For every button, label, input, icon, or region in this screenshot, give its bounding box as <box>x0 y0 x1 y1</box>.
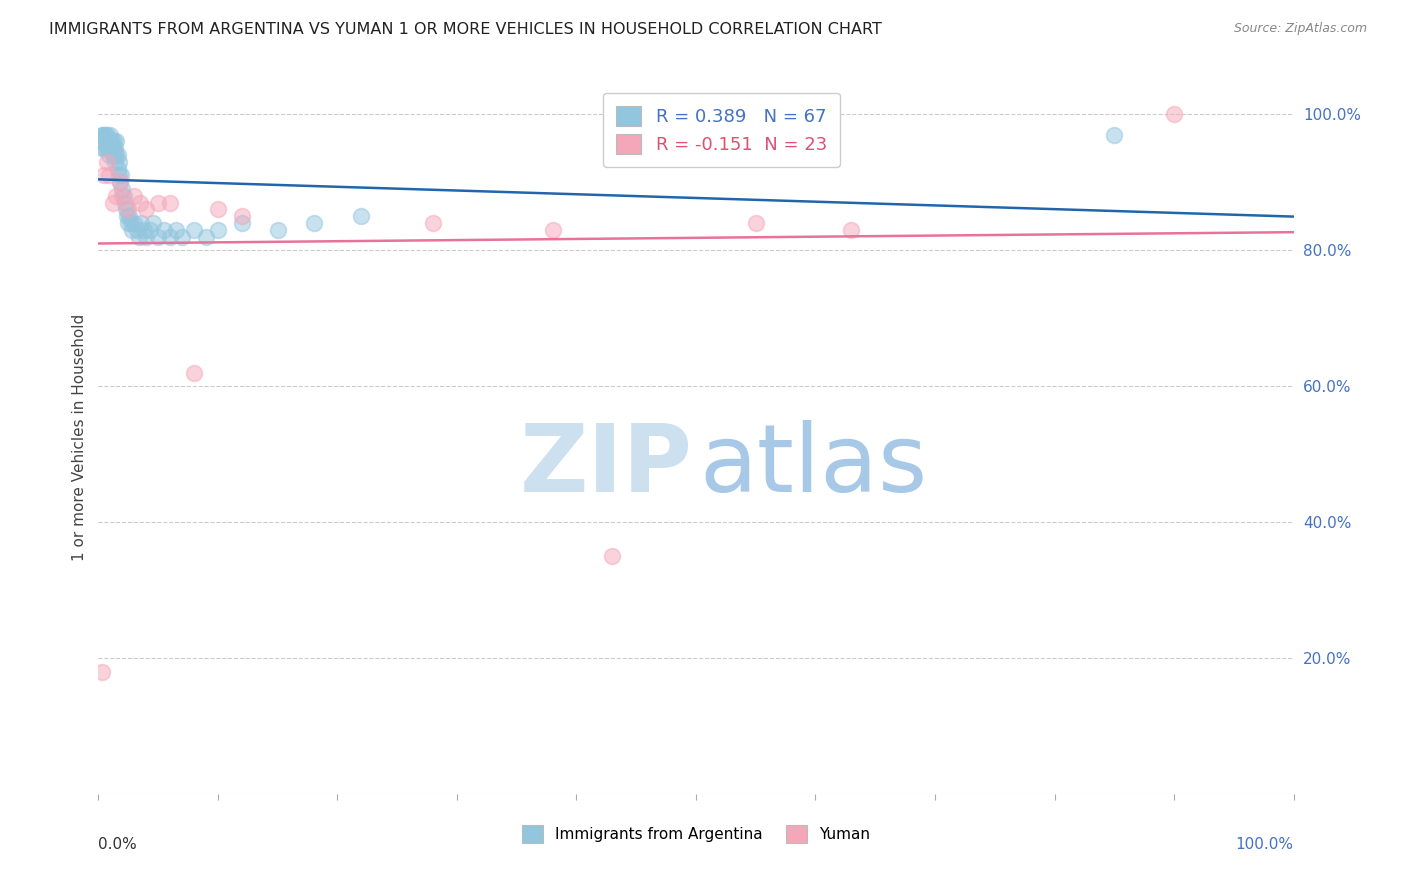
Point <box>97 141 120 155</box>
Text: atlas: atlas <box>700 419 928 512</box>
Point <box>1104 128 1126 142</box>
Point <box>105 135 128 149</box>
Point <box>231 216 253 230</box>
Point <box>98 135 122 149</box>
Point <box>231 209 253 223</box>
Point <box>602 549 624 563</box>
Point <box>93 141 115 155</box>
Point <box>96 154 118 169</box>
Text: Source: ZipAtlas.com: Source: ZipAtlas.com <box>1233 22 1367 36</box>
Point <box>105 148 128 162</box>
Point <box>129 195 152 210</box>
Point <box>93 169 115 183</box>
Point <box>98 141 121 155</box>
Point <box>135 229 157 244</box>
Point <box>111 189 134 203</box>
Point <box>91 135 114 149</box>
Point <box>97 135 120 149</box>
Point <box>94 128 117 142</box>
Point <box>104 141 127 155</box>
Point <box>183 223 205 237</box>
Point <box>115 202 138 217</box>
Point <box>101 148 124 162</box>
Point <box>207 223 229 237</box>
Text: ZIP: ZIP <box>519 419 692 512</box>
Y-axis label: 1 or more Vehicles in Household: 1 or more Vehicles in Household <box>72 313 87 561</box>
Point <box>91 128 114 142</box>
Text: 100.0%: 100.0% <box>1236 837 1294 852</box>
Point <box>153 223 176 237</box>
Point <box>267 223 290 237</box>
Point <box>107 169 129 183</box>
Point <box>105 189 128 203</box>
Point <box>111 182 134 196</box>
Text: 0.0%: 0.0% <box>98 837 138 852</box>
Point <box>93 128 115 142</box>
Point <box>91 141 114 155</box>
Point <box>148 229 170 244</box>
Point <box>103 148 125 162</box>
Point <box>541 223 564 237</box>
Point <box>142 216 165 230</box>
Point <box>745 216 768 230</box>
Point <box>100 135 122 149</box>
Point <box>93 135 115 149</box>
Point <box>302 216 325 230</box>
Point <box>108 175 131 189</box>
Text: IMMIGRANTS FROM ARGENTINA VS YUMAN 1 OR MORE VEHICLES IN HOUSEHOLD CORRELATION C: IMMIGRANTS FROM ARGENTINA VS YUMAN 1 OR … <box>49 22 882 37</box>
Point <box>124 216 146 230</box>
Point <box>91 665 114 679</box>
Point <box>90 135 112 149</box>
Point <box>107 161 129 176</box>
Point <box>121 223 143 237</box>
Point <box>128 229 150 244</box>
Point <box>422 216 444 230</box>
Point <box>100 141 122 155</box>
Point <box>103 135 125 149</box>
Point <box>124 189 146 203</box>
Point <box>98 141 122 155</box>
Point <box>104 154 127 169</box>
Point <box>96 128 118 142</box>
Point <box>207 202 229 217</box>
Point <box>115 209 138 223</box>
Point <box>118 209 141 223</box>
Point <box>96 135 118 149</box>
Point <box>98 169 121 183</box>
Point <box>841 223 863 237</box>
Point <box>101 141 124 155</box>
Point <box>107 154 129 169</box>
Point <box>94 135 117 149</box>
Point <box>159 229 181 244</box>
Point <box>117 202 139 217</box>
Point <box>98 148 121 162</box>
Point <box>97 135 120 149</box>
Point <box>1163 107 1185 121</box>
Point <box>132 223 155 237</box>
Point <box>110 169 132 183</box>
Point <box>131 216 153 230</box>
Point <box>101 195 124 210</box>
Point <box>125 223 148 237</box>
Point <box>120 216 142 230</box>
Point <box>139 223 162 237</box>
Point <box>183 366 205 380</box>
Point <box>148 195 170 210</box>
Point <box>117 216 139 230</box>
Point <box>96 141 118 155</box>
Point <box>135 202 157 217</box>
Point <box>172 229 194 244</box>
Point <box>165 223 187 237</box>
Point <box>195 229 218 244</box>
Point <box>98 128 122 142</box>
Legend: Immigrants from Argentina, Yuman: Immigrants from Argentina, Yuman <box>515 818 877 850</box>
Point <box>91 128 114 142</box>
Point <box>350 209 373 223</box>
Point <box>114 195 136 210</box>
Point <box>107 148 129 162</box>
Point <box>112 189 135 203</box>
Point <box>108 175 131 189</box>
Point <box>159 195 181 210</box>
